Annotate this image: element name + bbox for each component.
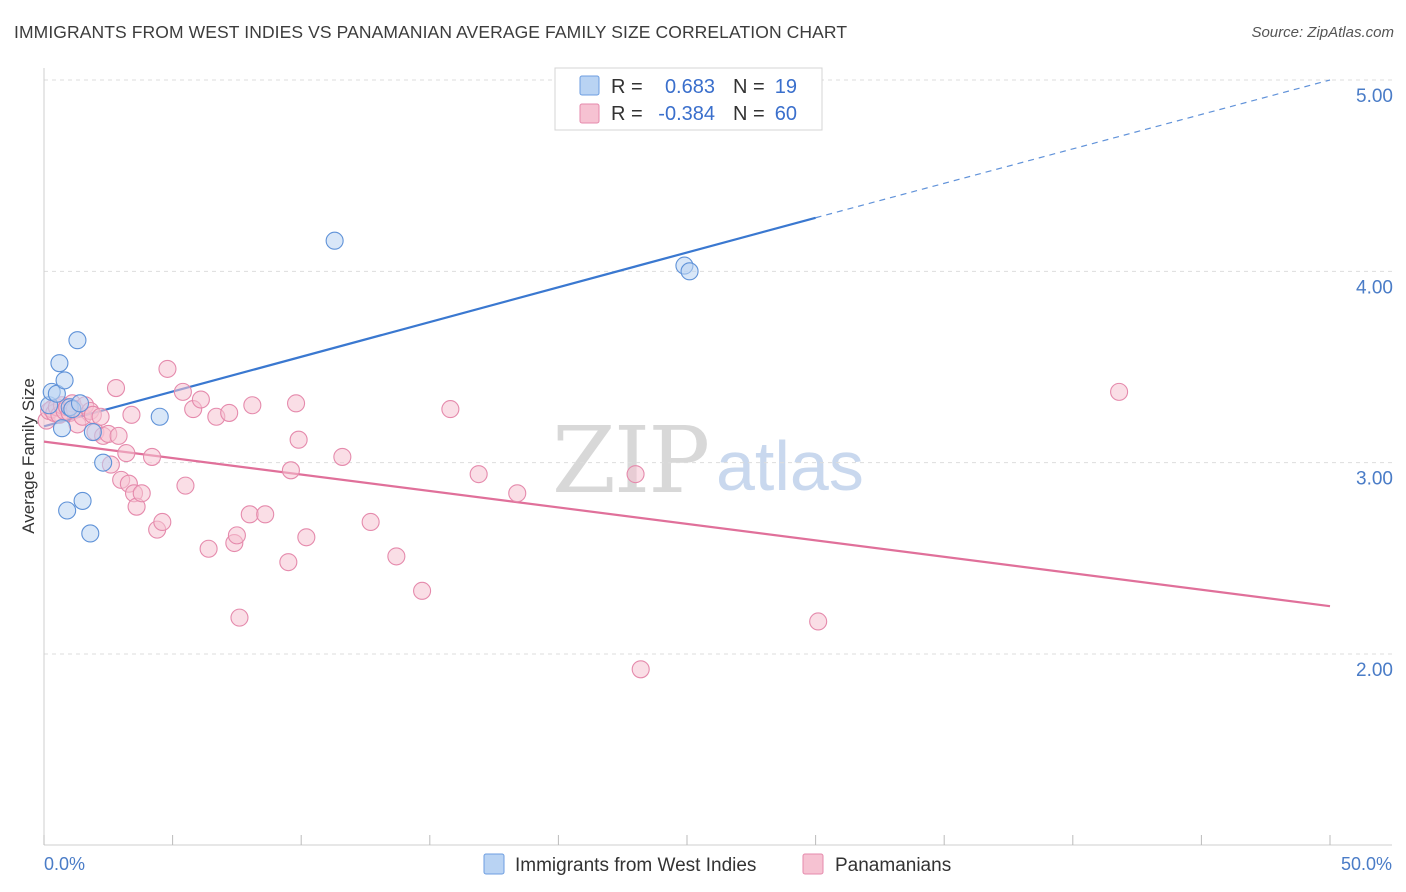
x-axis-ticks (43, 835, 1331, 845)
stats-swatch-pink (579, 103, 600, 124)
point-west-indies (83, 422, 102, 442)
point-west-indies (150, 407, 169, 426)
point-west-indies (58, 501, 77, 520)
stats-r-value-pink: -0.384 (658, 103, 715, 125)
point-panamanians (256, 505, 275, 524)
point-panamanians (240, 505, 259, 524)
point-panamanians (469, 465, 488, 484)
point-panamanians (230, 608, 249, 627)
y-tick-label-3.00: 3.00 (1356, 469, 1393, 490)
point-panamanians (176, 476, 195, 495)
point-west-indies (81, 524, 100, 543)
legend: Immigrants from West Indies Panamanians (483, 853, 951, 876)
point-west-indies (55, 371, 74, 390)
stats-n-value-pink: 60 (775, 103, 797, 125)
point-panamanians (227, 526, 246, 545)
legend-swatch-west-indies (483, 853, 505, 875)
point-panamanians (173, 382, 192, 401)
point-panamanians (279, 553, 298, 572)
trend-line-west-indies (43, 216, 816, 428)
point-panamanians (508, 484, 527, 503)
trend-line-panamanians (43, 440, 1331, 608)
point-panamanians (289, 430, 308, 449)
series-west-indies-points (40, 231, 699, 543)
stats-n-value-blue: 19 (775, 76, 797, 98)
stats-n-label-pink: N = (733, 103, 765, 125)
point-panamanians (191, 390, 210, 409)
point-west-indies (50, 354, 69, 373)
x-tick-label-min: 0.0% (44, 854, 85, 874)
point-panamanians (220, 403, 239, 422)
trend-lines (43, 79, 1331, 608)
point-panamanians (333, 447, 352, 466)
point-west-indies (680, 262, 699, 281)
stats-box: R = 0.683 N = 19 R = -0.384 N = 60 (554, 67, 823, 131)
point-panamanians (158, 359, 177, 378)
legend-swatch-panamanians (802, 853, 824, 875)
point-panamanians (626, 465, 645, 484)
legend-label-panamanians: Panamanians (835, 855, 951, 876)
point-panamanians (132, 484, 151, 503)
legend-label-west-indies: Immigrants from West Indies (515, 855, 756, 876)
point-west-indies (325, 231, 344, 250)
y-tick-labels: 2.00 3.00 4.00 5.00 (1356, 86, 1393, 681)
y-axis-title: Average Family Size (19, 378, 38, 534)
chart-title: IMMIGRANTS FROM WEST INDIES VS PANAMANIA… (14, 22, 848, 42)
point-panamanians (413, 581, 432, 600)
point-panamanians (91, 407, 110, 426)
point-west-indies (52, 419, 72, 438)
point-panamanians (1110, 382, 1129, 401)
point-panamanians (387, 547, 406, 566)
stats-r-label-pink: R = (611, 103, 643, 125)
point-west-indies (94, 453, 113, 472)
point-panamanians (153, 512, 172, 532)
y-tick-label-2.00: 2.00 (1356, 660, 1393, 681)
point-west-indies (70, 394, 90, 413)
x-tick-label-max: 50.0% (1341, 854, 1392, 874)
point-west-indies (73, 491, 92, 510)
watermark-zip: ZIP (552, 407, 708, 514)
point-panamanians (287, 394, 306, 413)
stats-n-label-blue: N = (733, 76, 765, 98)
point-west-indies (47, 384, 66, 403)
point-panamanians (441, 400, 460, 419)
stats-swatch-blue (579, 75, 600, 96)
point-west-indies (68, 331, 87, 350)
point-panamanians (109, 426, 128, 445)
point-panamanians (117, 444, 136, 463)
grid-lines (44, 79, 1392, 655)
point-panamanians (809, 612, 828, 631)
point-panamanians (122, 405, 141, 424)
point-panamanians (243, 396, 262, 415)
watermark: ZIP atlas (552, 407, 864, 514)
source-credit: Source: ZipAtlas.com (1251, 24, 1394, 41)
point-panamanians (631, 660, 650, 679)
point-panamanians (361, 512, 380, 532)
point-panamanians (281, 461, 300, 480)
point-panamanians (142, 447, 162, 466)
y-tick-label-4.00: 4.00 (1356, 277, 1393, 298)
trend-line-west-indies-extension (815, 79, 1331, 219)
stats-r-value-blue: 0.683 (665, 76, 715, 98)
stats-r-label-blue: R = (611, 76, 643, 98)
point-panamanians (199, 539, 218, 558)
watermark-atlas: atlas (716, 427, 864, 505)
point-panamanians (297, 528, 316, 547)
point-panamanians (106, 378, 126, 398)
y-tick-label-5.00: 5.00 (1356, 86, 1393, 107)
